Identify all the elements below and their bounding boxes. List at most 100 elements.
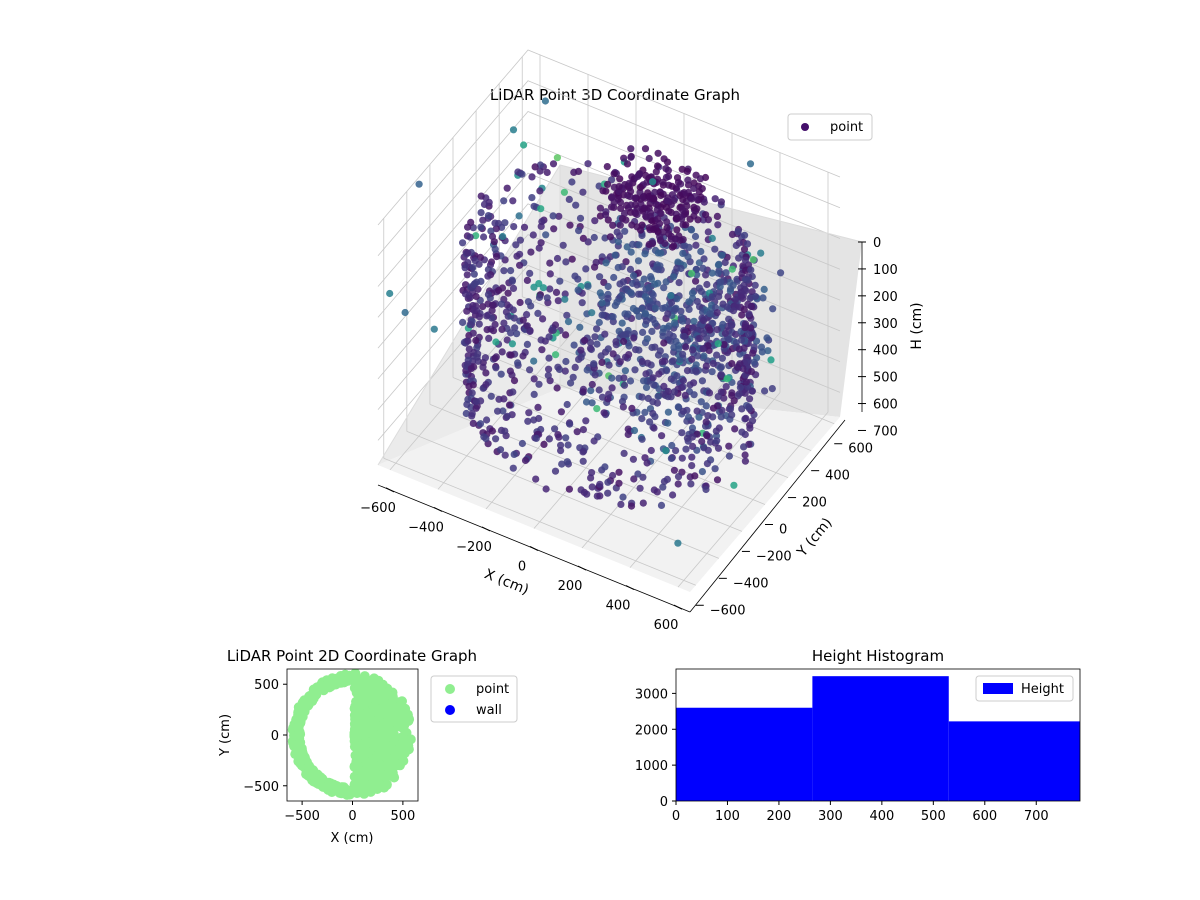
scatter-point <box>543 294 551 302</box>
scatter-point-2d <box>381 780 392 790</box>
x-tick-label: 200 <box>767 809 792 824</box>
scatter-point <box>631 194 639 202</box>
scatter-point <box>513 252 521 260</box>
scatter-point <box>554 363 562 371</box>
scatter-point <box>558 460 566 468</box>
scatter-point <box>657 191 665 200</box>
scatter-point <box>596 204 605 212</box>
scatter-point <box>516 236 525 244</box>
scatter-point <box>741 451 749 459</box>
legend-2d: point wall <box>430 675 518 723</box>
x-tick <box>481 526 491 532</box>
plot-3d: LiDAR Point 3D Coordinate Graph −600 −400… <box>360 49 925 633</box>
scatter-point <box>518 170 526 178</box>
scatter-point <box>702 418 710 426</box>
scatter-point-2d <box>355 778 365 789</box>
scatter-point <box>625 342 633 350</box>
scatter-point <box>682 221 690 229</box>
scatter-point-2d <box>305 768 316 779</box>
scatter-point <box>707 438 715 446</box>
scatter-point <box>593 325 601 333</box>
plot-3d-title: LiDAR Point 3D Coordinate Graph <box>490 86 740 104</box>
scatter-point <box>465 345 473 353</box>
scatter-point <box>573 428 581 436</box>
scatter-point <box>696 175 705 183</box>
scatter-point <box>528 194 536 202</box>
scatter-point-2d <box>363 747 374 758</box>
scatter-point <box>749 349 757 357</box>
scatter-point-2d <box>367 721 378 732</box>
scatter-point <box>708 269 716 277</box>
scatter-point <box>482 381 490 389</box>
scatter-point <box>604 282 612 291</box>
scatter-point <box>499 232 507 241</box>
scatter-point <box>708 234 716 242</box>
scatter-point <box>741 256 750 264</box>
scatter-point <box>562 258 570 266</box>
scatter-point-2d <box>311 777 322 788</box>
scatter-point <box>730 481 738 489</box>
scatter-point <box>593 340 601 348</box>
scatter-point <box>679 206 687 214</box>
y-ticks-2d: −500 0 500 <box>243 678 287 795</box>
scatter-point <box>714 340 722 348</box>
scatter-point <box>636 183 644 191</box>
scatter-point <box>667 375 675 383</box>
scatter-point <box>620 381 629 389</box>
scatter-point-2d <box>373 704 384 715</box>
scatter-point <box>714 393 722 401</box>
scatter-point <box>576 323 584 331</box>
scatter-point <box>545 354 553 362</box>
scatter-point <box>688 453 696 461</box>
scatter-point <box>492 338 500 346</box>
scatter-point <box>590 360 598 368</box>
scatter-point <box>699 345 707 353</box>
scatter-point <box>530 283 538 291</box>
scatter-point <box>672 447 680 455</box>
y-axis-label-3d: Y (cm) <box>794 515 836 561</box>
scatter-point <box>729 281 737 289</box>
scatter-point <box>604 478 612 486</box>
scatter-point <box>484 290 492 299</box>
scatter-point <box>561 295 569 303</box>
scatter-point <box>634 172 642 181</box>
scatter-point <box>622 258 630 266</box>
scatter-point <box>566 221 574 229</box>
scatter-point <box>569 373 577 381</box>
scatter-point <box>622 216 630 224</box>
scatter-point <box>509 284 518 292</box>
scatter-point <box>524 417 532 425</box>
scatter-point <box>551 467 560 475</box>
scatter-point <box>637 226 645 234</box>
scatter-point <box>642 370 650 378</box>
scatter-point <box>605 390 613 398</box>
scatter-point <box>627 153 635 161</box>
scatter-point <box>586 344 595 352</box>
scatter-point <box>751 281 759 289</box>
legend-marker <box>801 123 809 131</box>
scatter-point <box>545 333 553 341</box>
scatter-point <box>692 241 700 249</box>
scatter-point <box>715 292 723 300</box>
scatter-point <box>598 358 606 366</box>
scatter-point <box>599 187 607 195</box>
scatter-point <box>472 232 480 240</box>
scatter-point-2d <box>405 734 416 745</box>
scatter-point <box>670 242 678 250</box>
scatter-point <box>703 432 711 440</box>
scatter-point <box>713 309 721 317</box>
scatter-point <box>591 333 599 341</box>
scatter-point <box>648 343 656 352</box>
scatter-point <box>530 375 538 383</box>
scatter-point <box>586 339 595 347</box>
scatter-point <box>584 282 592 290</box>
scatter-point <box>718 354 727 362</box>
scatter-point-2d <box>381 717 392 727</box>
scatter-point <box>557 408 566 416</box>
scatter-point <box>483 416 491 424</box>
y-tick-label: 400 <box>825 469 850 484</box>
scatter-point <box>620 337 628 346</box>
scatter-point <box>553 384 561 392</box>
scatter-point <box>488 232 497 241</box>
scatter-point <box>713 351 721 359</box>
